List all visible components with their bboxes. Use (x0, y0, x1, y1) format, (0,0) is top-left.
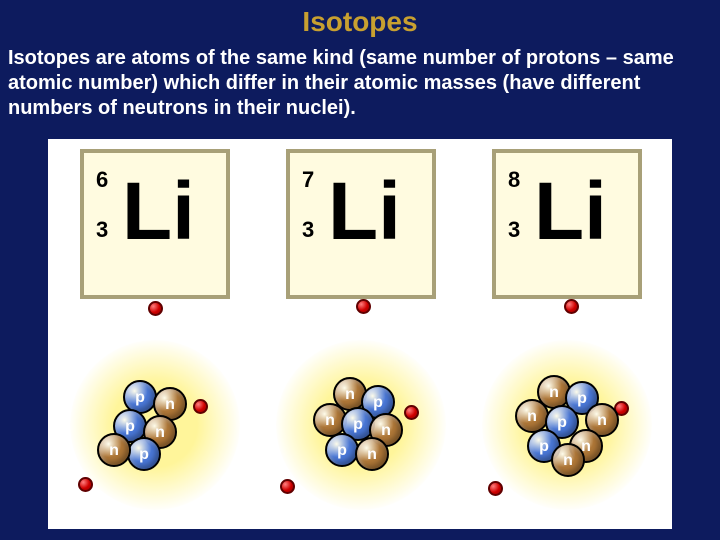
element-card: 8 3 Li (492, 149, 642, 299)
electron (356, 299, 371, 314)
nucleus: pnpnpn (105, 375, 205, 475)
page-title: Isotopes (0, 0, 720, 38)
electron (488, 481, 503, 496)
nucleus: npnpnpn (311, 375, 411, 475)
element-symbol: Li (122, 171, 195, 253)
neutron: n (97, 433, 131, 467)
definition-text: Isotopes are atoms of the same kind (sam… (0, 38, 720, 121)
electron (564, 299, 579, 314)
element-card: 6 3 Li (80, 149, 230, 299)
atom-diagram: pnpnpn (60, 309, 250, 519)
diagram-panel: 6 3 Li pnpnpn 7 3 Li npnpnpn 8 3 Li npnnpnpn (48, 139, 672, 529)
atomic-number: 3 (508, 217, 520, 243)
element-symbol: Li (534, 171, 607, 253)
neutron: n (515, 399, 549, 433)
neutron: n (355, 437, 389, 471)
atom-diagram: npnpnpn (266, 309, 456, 519)
electron (148, 301, 163, 316)
atomic-number: 3 (302, 217, 314, 243)
electron (78, 477, 93, 492)
isotope-column: 7 3 Li npnpnpn (266, 149, 456, 519)
proton: p (127, 437, 161, 471)
element-symbol: Li (328, 171, 401, 253)
mass-number: 6 (96, 167, 108, 193)
isotope-column: 8 3 Li npnnpnpn (472, 149, 662, 519)
electron (280, 479, 295, 494)
mass-number: 8 (508, 167, 520, 193)
atom-diagram: npnnpnpn (472, 309, 662, 519)
element-card: 7 3 Li (286, 149, 436, 299)
mass-number: 7 (302, 167, 314, 193)
nucleus: npnnpnpn (517, 375, 617, 475)
atomic-number: 3 (96, 217, 108, 243)
isotope-column: 6 3 Li pnpnpn (60, 149, 250, 519)
proton: p (325, 433, 359, 467)
neutron: n (551, 443, 585, 477)
